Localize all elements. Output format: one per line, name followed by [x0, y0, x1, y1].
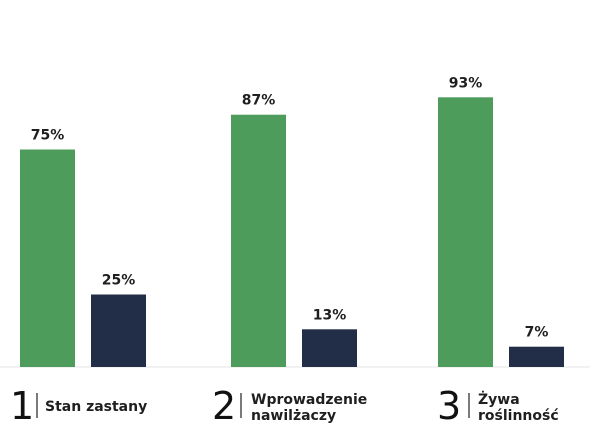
category-number-2: 2: [212, 384, 236, 425]
value-label-1-series-2: 25%: [102, 273, 136, 289]
category-label-3-line-1: Żywa: [478, 391, 520, 408]
value-label-1-series-1: 75%: [31, 128, 65, 144]
bar-2-series-2: [302, 329, 357, 367]
value-label-3-series-1: 93%: [449, 75, 483, 91]
category-label-3-line-2: roślinność: [478, 408, 559, 424]
value-label-3-series-2: 7%: [525, 325, 549, 341]
value-label-2-series-2: 13%: [313, 307, 347, 323]
value-labels-group: 75% 25% 87% 13% 93% 7%: [31, 75, 549, 340]
category-number-3: 3: [437, 384, 461, 425]
category-label-2-line-1: Wprowadzenie: [251, 392, 367, 408]
category-number-1: 1: [10, 384, 34, 425]
category-label-2-line-2: nawilżaczy: [251, 408, 336, 424]
bars-group: [20, 97, 564, 368]
bar-2-series-1: [231, 114, 286, 367]
bar-3-series-2: [509, 346, 564, 367]
bar-1-series-1: [20, 149, 75, 367]
bar-3-series-1: [438, 97, 493, 368]
bar-1-series-2: [91, 294, 146, 367]
category-label-1-line-1: Stan zastany: [45, 399, 147, 415]
value-label-2-series-1: 87%: [242, 93, 276, 109]
